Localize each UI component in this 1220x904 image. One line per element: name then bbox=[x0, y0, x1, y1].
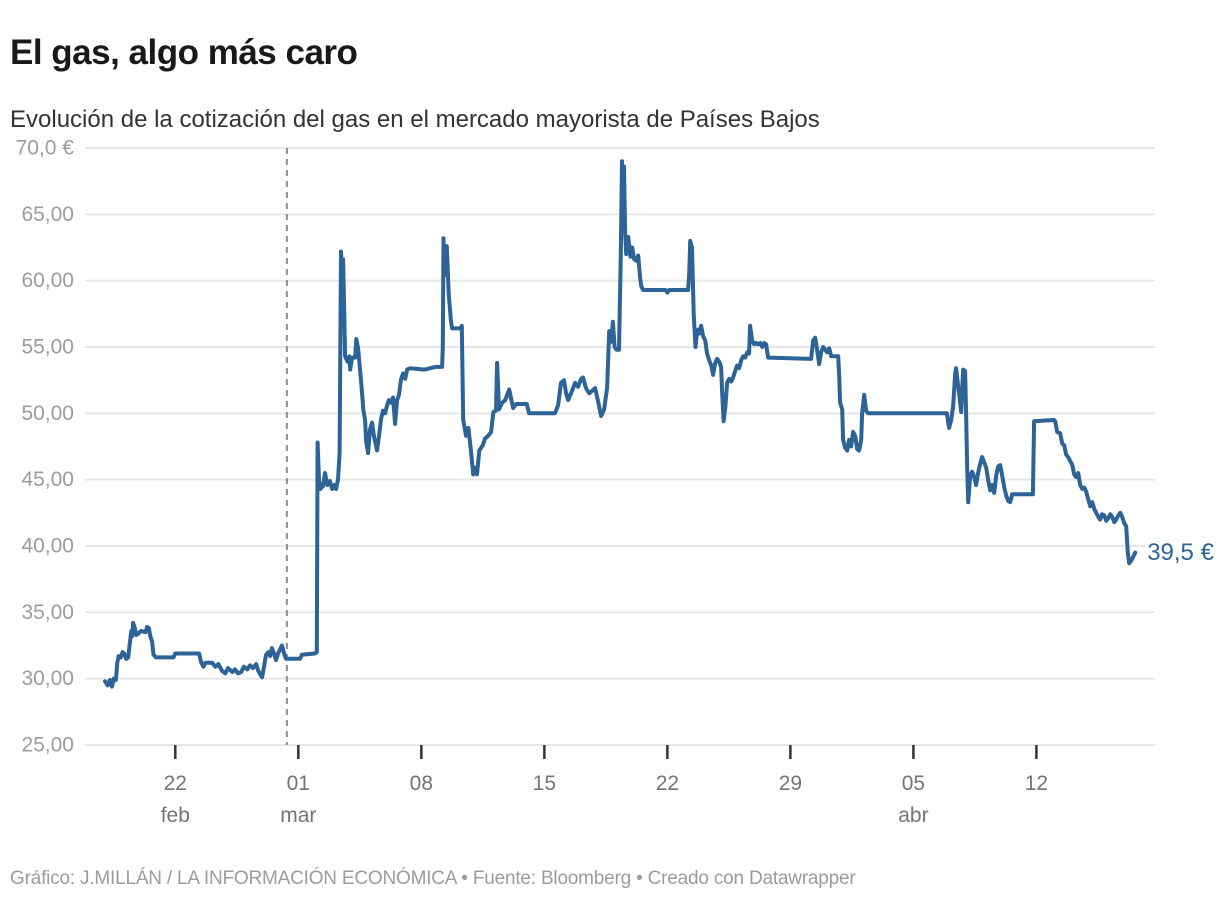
y-axis-tick-label: 55,00 bbox=[21, 336, 74, 359]
y-axis-tick-label: 30,00 bbox=[21, 667, 74, 690]
chart-footer-credits: Gráfico: J.MILLÁN / LA INFORMACIÓN ECONÓ… bbox=[10, 868, 856, 889]
y-axis-tick-label: 50,00 bbox=[21, 402, 74, 425]
chart-title: El gas, algo más caro bbox=[10, 33, 358, 73]
y-axis-tick-label: 40,00 bbox=[21, 535, 74, 558]
x-axis-month-label: mar bbox=[280, 804, 316, 827]
x-axis-day-label: 22 bbox=[656, 772, 679, 795]
y-axis-tick-label: 25,00 bbox=[21, 734, 74, 757]
x-axis-month-label: feb bbox=[161, 804, 190, 827]
gas-price-line bbox=[103, 159, 1138, 689]
y-axis-tick-label: 60,00 bbox=[21, 269, 74, 292]
x-axis-month-label: abr bbox=[898, 804, 928, 827]
x-axis-day-label: 12 bbox=[1025, 772, 1048, 795]
x-axis-day-label: 29 bbox=[779, 772, 802, 795]
y-axis-tick-label: 45,00 bbox=[21, 468, 74, 491]
x-axis-day-label: 01 bbox=[287, 772, 310, 795]
y-axis-tick-label: 70,0 € bbox=[16, 137, 75, 160]
y-axis-tick-label: 35,00 bbox=[21, 601, 74, 624]
last-value-label: 39,5 € bbox=[1147, 539, 1214, 566]
x-axis-day-label: 08 bbox=[410, 772, 433, 795]
x-axis-day-label: 22 bbox=[164, 772, 187, 795]
chart-subtitle: Evolución de la cotización del gas en el… bbox=[10, 106, 820, 133]
price-line-chart: 70,0 € 65,00 60,00 55,00 50,00 45,00 40,00 35,0… bbox=[16, 137, 1218, 828]
y-axis-tick-label: 65,00 bbox=[21, 203, 74, 226]
x-axis-day-label: 05 bbox=[902, 772, 925, 795]
x-axis-day-label: 15 bbox=[533, 772, 556, 795]
